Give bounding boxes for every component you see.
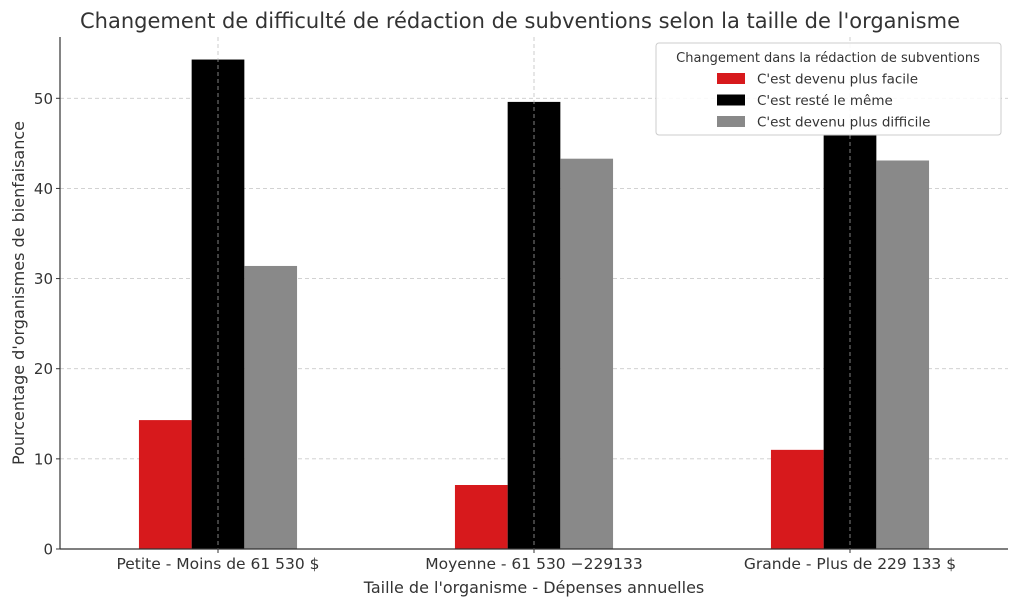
legend-box xyxy=(655,42,1002,136)
legend-swatch xyxy=(717,116,745,127)
legend-label: C'est devenu plus facile xyxy=(757,72,918,88)
y-tick-label: 50 xyxy=(34,90,53,108)
legend-swatch xyxy=(717,73,745,84)
bar xyxy=(560,158,614,550)
legend-label: C'est resté le même xyxy=(757,93,893,109)
chart-title: Changement de difficulté de rédaction de… xyxy=(80,9,960,33)
legend-title: Changement dans la rédaction de subventi… xyxy=(676,51,980,66)
y-tick-label: 30 xyxy=(34,270,53,288)
bar xyxy=(244,265,298,549)
y-tick-label: 20 xyxy=(34,360,53,378)
bar xyxy=(770,449,824,549)
legend-items: C'est devenu plus facile C'est resté le m… xyxy=(717,72,930,131)
bar xyxy=(454,485,508,549)
x-tick-label: Grande - Plus de 229 133 $ xyxy=(744,555,956,573)
y-ticks: 0 10 20 30 40 50 xyxy=(34,90,60,559)
y-tick-label: 10 xyxy=(34,450,53,468)
x-ticks: Petite - Moins de 61 530 $ Moyenne - 61 5… xyxy=(116,549,956,573)
x-tick-label: Petite - Moins de 61 530 $ xyxy=(116,555,319,573)
y-tick-label: 40 xyxy=(34,180,53,198)
bar xyxy=(138,420,192,549)
bars xyxy=(138,37,930,550)
y-axis-label: Pourcentage d'organismes de bienfaisance xyxy=(9,121,28,465)
legend-swatch xyxy=(717,94,745,106)
legend-label: C'est devenu plus difficile xyxy=(757,115,930,131)
legend: Changement dans la rédaction de subventi… xyxy=(655,42,1002,136)
x-axis-label: Taille de l'organisme - Dépenses annuell… xyxy=(363,578,705,597)
x-tick-label: Moyenne - 61 530 −229133 xyxy=(425,555,643,573)
y-tick-label: 0 xyxy=(43,541,53,559)
bar xyxy=(876,160,930,549)
